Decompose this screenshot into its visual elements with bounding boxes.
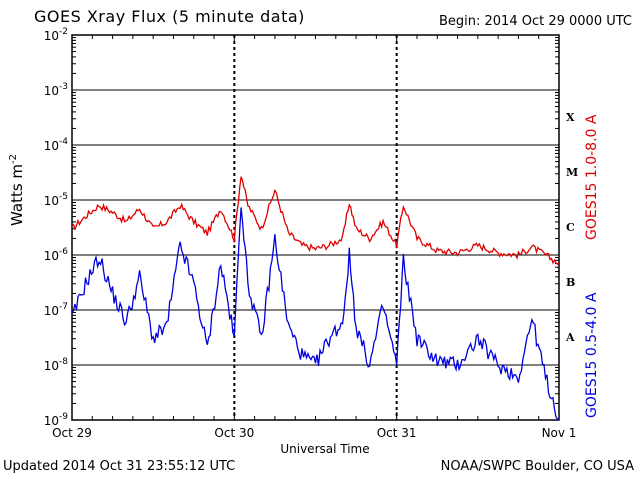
flare-class-label: B	[566, 275, 576, 289]
y-tick-label: 10-6	[43, 247, 68, 263]
y-tick-label: 10-4	[43, 137, 68, 153]
flare-class-label: X	[566, 110, 575, 124]
y-tick-label: 10-9	[43, 412, 68, 428]
x-axis-label: Universal Time	[280, 442, 370, 456]
x-tick-label: Oct 30	[214, 426, 255, 440]
x-tick-label: Oct 29	[52, 426, 92, 440]
series-line-short	[71, 207, 560, 421]
x-tick-label: Nov 1	[541, 426, 577, 440]
flare-class-label: M	[566, 165, 579, 179]
credit-label: NOAA/SWPC Boulder, CO USA	[440, 459, 634, 474]
series-line-long	[71, 176, 560, 265]
y-tick-label: 10-2	[43, 27, 68, 43]
y-tick-label: 10-3	[43, 82, 68, 98]
chart-title: GOES Xray Flux (5 minute data)	[34, 7, 305, 26]
y-axis-label: Watts m-2	[8, 153, 26, 226]
y-tick-label: 10-7	[43, 302, 68, 318]
begin-time: Begin: 2014 Oct 29 0000 UTC	[438, 14, 632, 29]
y-tick-label: 10-5	[43, 192, 68, 208]
y-tick-label: 10-8	[43, 357, 68, 373]
legend-long-channel: GOES15 1.0-8.0 A	[584, 114, 600, 240]
flare-class-label: C	[566, 220, 575, 234]
flare-class-label: A	[566, 330, 575, 344]
updated-timestamp: Updated 2014 Oct 31 23:55:12 UTC	[3, 459, 236, 474]
x-tick-label: Oct 31	[376, 426, 417, 440]
legend-short-channel: GOES15 0.5-4.0 A	[584, 292, 600, 418]
